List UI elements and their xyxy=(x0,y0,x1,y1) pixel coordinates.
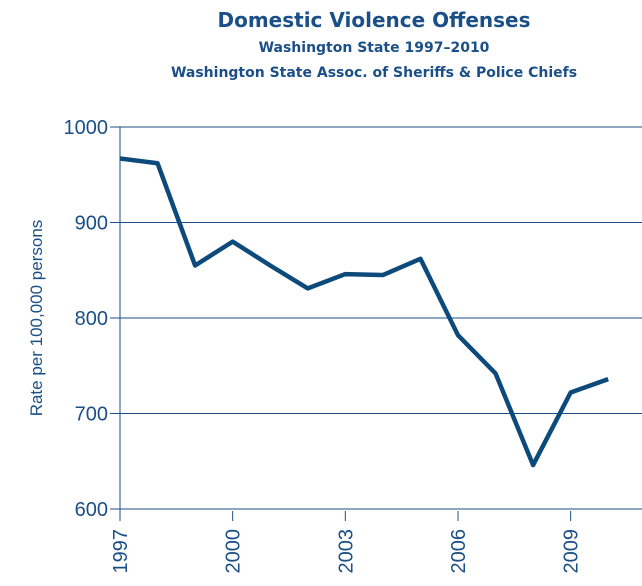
y-tick-label: 800 xyxy=(75,308,108,330)
x-tick-label: 1997 xyxy=(110,529,132,574)
y-tick-label: 600 xyxy=(75,499,108,521)
data-line xyxy=(119,156,609,468)
chart-title: Domestic Violence Offenses xyxy=(217,8,530,32)
x-tick-label: 2009 xyxy=(561,529,583,574)
x-tick-label: 2003 xyxy=(335,529,357,574)
y-tick-label: 700 xyxy=(75,404,108,426)
y-tick-label: 900 xyxy=(75,213,108,235)
y-tick-label: 1000 xyxy=(64,117,109,139)
x-tick-label: 2000 xyxy=(223,529,245,574)
x-tick-label: 2006 xyxy=(448,529,470,574)
chart-source: Washington State Assoc. of Sheriffs & Po… xyxy=(171,65,577,81)
chart-subtitle: Washington State 1997–2010 xyxy=(259,40,490,56)
y-axis-label: Rate per 100,000 persons xyxy=(27,220,46,417)
